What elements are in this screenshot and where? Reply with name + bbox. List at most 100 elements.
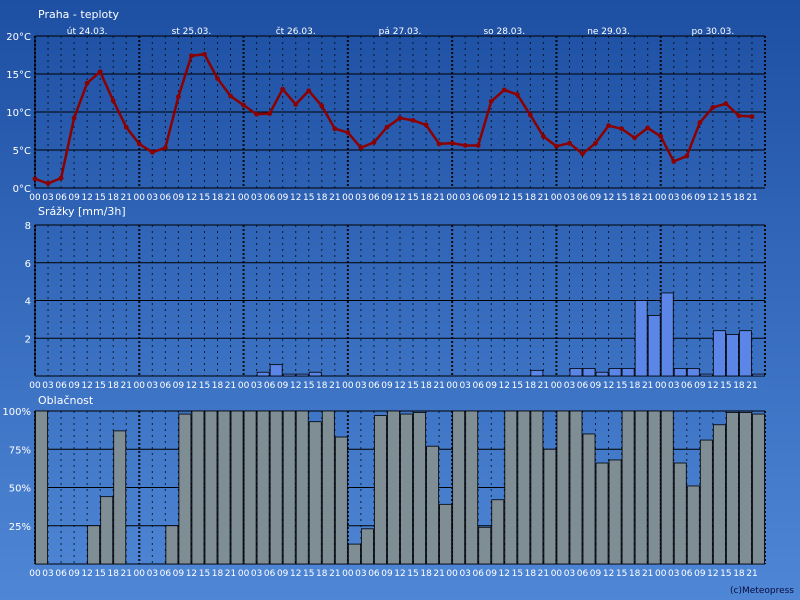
cloud-cover-bar [400,413,413,565]
hour-tick-label: 00 [655,381,667,391]
hour-tick-label: 15 [94,569,105,579]
precipitation-bar [621,368,635,377]
hour-tick-label: 00 [446,193,458,203]
precipitation-bar [269,364,283,377]
hour-tick-label: 09 [590,193,602,203]
hour-tick-label: 21 [433,193,444,203]
temperature-point [501,87,507,93]
hour-tick-label: 15 [199,193,210,203]
hour-tick-label: 06 [160,193,172,203]
hour-tick-label: 06 [368,569,380,579]
cloud-cover-bar [100,496,114,565]
y-tick-label: 8 [25,221,31,232]
y-tick-label: 50% [9,484,31,495]
hour-tick-label: 15 [616,381,627,391]
hour-tick-label: 03 [42,381,53,391]
day-label: ne 29.03. [587,27,630,37]
precipitation-bar [569,368,583,377]
hour-tick-label: 09 [173,381,185,391]
hour-tick-label: 03 [251,193,262,203]
hour-tick-label: 21 [225,381,236,391]
hour-tick-label: 06 [264,569,276,579]
precipitation-bar [660,292,674,377]
hour-tick-label: 00 [134,193,146,203]
temperature-point [723,101,729,107]
temperature-point [202,51,207,57]
hour-tick-label: 03 [564,193,575,203]
hour-tick-label: 00 [238,569,250,579]
hour-tick-label: 21 [329,381,340,391]
temperature-point [397,115,403,121]
hour-tick-label: 12 [707,569,718,579]
hour-tick-label: 06 [55,381,67,391]
precipitation-bar [530,369,544,377]
hour-tick-label: 15 [720,381,731,391]
precipitation-bar [282,373,296,377]
hour-tick-label: 03 [459,569,470,579]
hour-tick-label: 15 [199,569,210,579]
hour-tick-label: 03 [147,193,158,203]
hour-tick-label: 15 [616,569,627,579]
cloud-cover-bar [556,410,570,565]
hour-tick-label: 21 [329,569,340,579]
hour-tick-label: 00 [551,193,563,203]
cloud-cover-bar [165,525,179,565]
hour-tick-label: 06 [577,569,589,579]
cloud-cover-bar [569,410,583,565]
temperature-point [215,76,220,81]
cloud-cover-bar [282,410,296,565]
cloud-cover-bar [595,462,609,565]
cloud-cover-bar [347,543,361,565]
hour-tick-label: 15 [94,193,105,203]
hour-tick-label: 03 [42,193,53,203]
temperature-point [241,102,246,108]
hour-tick-label: 12 [81,193,92,203]
temperature-point [371,140,377,145]
hour-tick-label: 18 [107,569,119,579]
day-label: čt 26.03. [276,26,316,37]
hour-tick-label: 21 [433,569,444,579]
hour-tick-label: 18 [316,193,328,203]
temperature-point [189,53,194,59]
hour-tick-label: 15 [407,193,418,203]
hour-tick-label: 12 [394,569,405,579]
temperature-point [710,105,716,110]
hour-tick-label: 00 [342,569,354,579]
cloud-cover-bar [269,410,283,565]
hour-tick-label: 03 [459,381,470,391]
hour-tick-label: 18 [733,193,745,203]
cloud-cover-bar [204,410,218,565]
cloud-cover-bar [699,439,713,565]
hour-tick-label: 21 [538,193,549,203]
hour-tick-label: 12 [186,381,197,391]
precipitation-bar [608,368,622,377]
precipitation-bar [725,334,739,377]
cloud-cover-bar [517,410,531,565]
cloud-cover-bar [582,433,596,565]
cloud-cover-bar [413,412,426,565]
hour-tick-label: 03 [147,381,158,391]
hour-tick-label: 09 [486,193,498,203]
y-tick-label: 15°C [6,70,31,81]
hour-tick-label: 06 [264,193,276,203]
temperature-point [280,86,286,92]
cloud-cover-bar [465,410,479,565]
hour-tick-label: 21 [225,193,236,203]
hour-tick-label: 03 [355,193,366,203]
precipitation-bar [647,315,661,377]
hour-tick-label: 06 [160,569,172,579]
temperature-point [632,135,638,141]
cloud-cover-bar [739,412,752,565]
temperature-point [136,141,142,147]
temperature-point [554,143,559,149]
hour-tick-label: 15 [303,569,314,579]
cloud-cover-bar [647,410,661,565]
hour-tick-label: 21 [642,569,653,579]
hour-tick-label: 00 [342,193,354,203]
hour-tick-label: 18 [733,381,745,391]
day-label: so 28.03. [483,27,525,37]
temperature-point [475,143,481,148]
precipitation-bar [673,368,687,377]
panel-title: Praha - teploty [38,8,120,21]
